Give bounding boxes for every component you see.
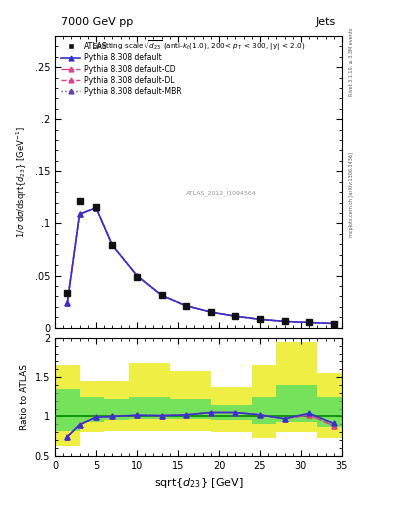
Text: Splitting scale$\sqrt{d_{23}}$ (anti-$k_t$(1.0), 200< $p_T$ < 300, |y| < 2.0): Splitting scale$\sqrt{d_{23}}$ (anti-$k_… [92,39,305,53]
X-axis label: sqrt{$d_{23}$} [GeV]: sqrt{$d_{23}$} [GeV] [154,476,243,490]
Text: Jets: Jets [316,17,336,27]
Text: Rivet 3.1.10, ≥ 3.3M events: Rivet 3.1.10, ≥ 3.3M events [349,27,354,96]
Legend: ATLAS, Pythia 8.308 default, Pythia 8.308 default-CD, Pythia 8.308 default-DL, P: ATLAS, Pythia 8.308 default, Pythia 8.30… [59,39,184,98]
Text: ATLAS_2012_I1094564: ATLAS_2012_I1094564 [186,190,257,196]
Text: 7000 GeV pp: 7000 GeV pp [61,17,133,27]
Y-axis label: Ratio to ATLAS: Ratio to ATLAS [20,364,29,430]
Y-axis label: 1/$\sigma$ d$\sigma$/dsqrt{$d_{23}$} [GeV$^{-1}$]: 1/$\sigma$ d$\sigma$/dsqrt{$d_{23}$} [Ge… [15,126,29,238]
Text: mcplots.cern.ch [arXiv:1306.3436]: mcplots.cern.ch [arXiv:1306.3436] [349,152,354,237]
